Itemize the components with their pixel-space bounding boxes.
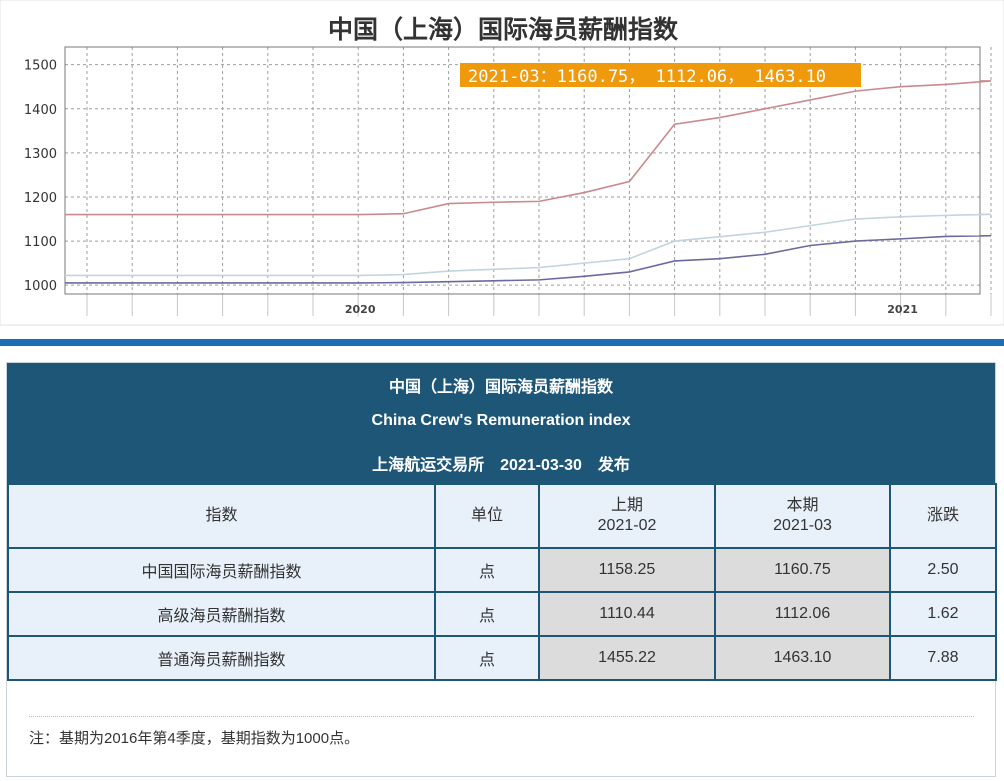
grid-lines — [65, 47, 992, 294]
y-tick-label: 1100 — [24, 235, 57, 250]
tooltip-box — [460, 63, 861, 87]
row-curr: 1112.06 — [714, 591, 891, 637]
chart-panel: 中国（上海）国际海员薪酬指数 1000 1100 1200 1300 1400 1500 2… — [0, 0, 1004, 330]
header-prev-period: 2021-02 — [597, 517, 657, 534]
index-table: 指数 单位 上期 2021-02 本期 2021-03 涨跌 中国国际海员薪酬指… — [7, 483, 997, 681]
y-tick-label: 1400 — [24, 103, 57, 118]
row-prev: 1455.22 — [538, 635, 716, 681]
y-tick-label: 1500 — [24, 59, 57, 74]
row-change: 7.88 — [889, 635, 997, 681]
axes: 1000 1100 1200 1300 1400 1500 2020 2021 — [24, 46, 992, 316]
row-unit: 点 — [434, 635, 540, 681]
row-name: 高级海员薪酬指数 — [7, 591, 436, 637]
chart-title: 中国（上海）国际海员薪酬指数 — [328, 15, 679, 44]
tooltip: 2021-03：1160.75， 1112.06， 1463.10 — [460, 63, 861, 87]
row-curr: 1160.75 — [714, 547, 891, 593]
row-unit: 点 — [434, 547, 540, 593]
footnote: 注：基期为2016年第4季度，基期指数为1000点。 — [29, 730, 360, 747]
row-unit: 点 — [434, 591, 540, 637]
header-unit: 单位 — [434, 483, 540, 549]
y-tick-label: 1000 — [24, 279, 57, 294]
header-index: 指数 — [7, 483, 436, 549]
series-lines — [65, 80, 992, 284]
x-tick-label: 2020 — [345, 303, 376, 316]
line-chart: 中国（上海）国际海员薪酬指数 1000 1100 1200 1300 1400 1500 2… — [0, 0, 1004, 326]
row-change: 1.62 — [889, 591, 997, 637]
row-curr: 1463.10 — [714, 635, 891, 681]
series-line — [65, 80, 992, 216]
y-tick-label: 1200 — [24, 191, 57, 206]
row-change: 2.50 — [889, 547, 997, 593]
table-title-en: China Crew's Remuneration index — [371, 412, 631, 429]
table-header-row: 指数 单位 上期 2021-02 本期 2021-03 涨跌 — [7, 483, 997, 549]
row-prev: 1110.44 — [538, 591, 716, 637]
row-prev: 1158.25 — [538, 547, 716, 593]
y-tick-label: 1300 — [24, 147, 57, 162]
table-row: 高级海员薪酬指数 点 1110.44 1112.06 1.62 — [7, 591, 997, 637]
table-publisher: 上海航运交易所 2021-03-30 发布 — [372, 457, 630, 474]
series-line — [65, 213, 992, 277]
row-name: 中国国际海员薪酬指数 — [7, 547, 436, 593]
table-row: 中国国际海员薪酬指数 点 1158.25 1160.75 2.50 — [7, 547, 997, 593]
table-banner: 中国（上海）国际海员薪酬指数 China Crew's Remuneration… — [7, 363, 995, 483]
row-name: 普通海员薪酬指数 — [7, 635, 436, 681]
x-tick-label: 2021 — [887, 303, 918, 316]
header-change: 涨跌 — [889, 483, 997, 549]
header-prev: 上期 2021-02 — [538, 483, 716, 549]
plot-border — [64, 46, 981, 295]
header-curr-period: 2021-03 — [773, 517, 832, 534]
header-curr: 本期 2021-03 — [714, 483, 891, 549]
table-title-cn: 中国（上海）国际海员薪酬指数 — [388, 379, 613, 396]
table-row: 普通海员薪酬指数 点 1455.22 1463.10 7.88 — [7, 635, 997, 681]
tooltip-text: 2021-03：1160.75， 1112.06， 1463.10 — [468, 67, 826, 87]
series-line — [65, 234, 992, 284]
header-prev-label: 上期 — [610, 497, 643, 514]
section-divider — [0, 339, 1004, 346]
chart-background — [0, 0, 1004, 326]
header-curr-label: 本期 — [786, 497, 819, 514]
note-divider — [29, 716, 974, 717]
index-table-panel: 中国（上海）国际海员薪酬指数 China Crew's Remuneration… — [6, 362, 997, 777]
